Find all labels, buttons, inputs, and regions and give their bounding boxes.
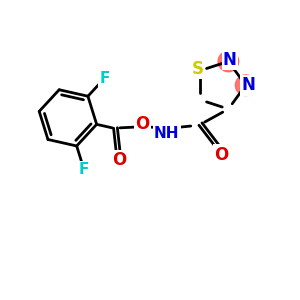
Text: F: F (79, 162, 89, 177)
Text: S: S (192, 60, 204, 78)
Text: O: O (112, 151, 126, 169)
Circle shape (218, 51, 239, 72)
Text: F: F (99, 71, 110, 86)
Text: NH: NH (154, 126, 179, 141)
Text: N: N (223, 51, 237, 69)
Text: N: N (242, 76, 256, 94)
Text: O: O (214, 146, 229, 164)
Circle shape (236, 75, 256, 95)
Text: O: O (135, 115, 149, 133)
